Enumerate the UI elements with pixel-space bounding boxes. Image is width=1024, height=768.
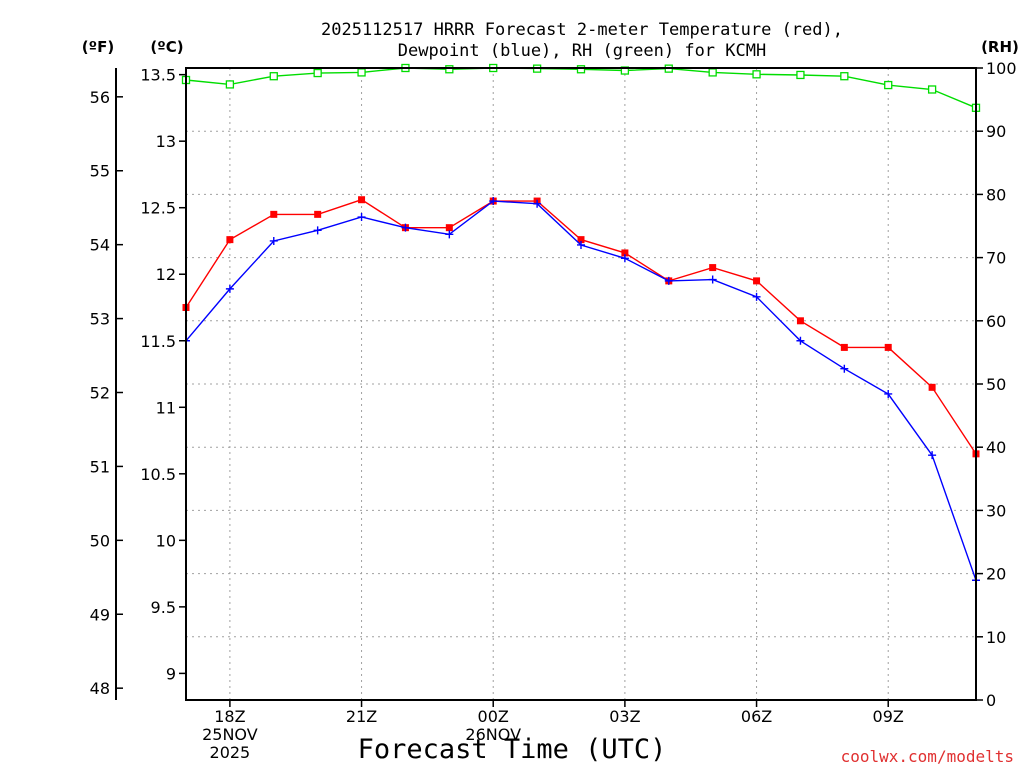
temperature-point (709, 264, 717, 272)
rh-line (185, 67, 977, 109)
fahrenheit-tick-label: 54 (90, 236, 110, 255)
dewpoint-point (445, 230, 454, 239)
rh-point (708, 68, 717, 77)
temperature-point (314, 210, 322, 218)
dewpoint-point (401, 223, 410, 232)
celsius-tick-label: 9.5 (151, 598, 176, 617)
temperature-point (884, 343, 892, 351)
celsius-tick-label: 12.5 (140, 199, 176, 218)
x-tick-date: 26NOV (465, 725, 521, 744)
rh-point (884, 80, 893, 90)
dewpoint-point (620, 254, 629, 263)
dewpoint-line (185, 200, 977, 581)
rh-point (796, 70, 805, 80)
fahrenheit-tick-label: 56 (90, 88, 110, 107)
rh-point (840, 72, 849, 81)
dewpoint-point (884, 389, 893, 398)
temperature-point (753, 277, 761, 285)
dewpoint-point (533, 199, 542, 208)
rh-tick-label: 70 (986, 249, 1006, 268)
celsius-tick-label: 10.5 (140, 465, 176, 484)
temperature-point (840, 343, 848, 351)
chart-title: 2025112517 HRRR Forecast 2-meter Tempera… (321, 20, 843, 40)
temperature-point (445, 224, 453, 232)
rh-point (269, 72, 278, 81)
celsius-tick-label: 13.5 (140, 66, 176, 85)
celsius-tick-label: 11 (156, 398, 176, 417)
credit-text: coolwx.com/modelts (841, 747, 1014, 766)
rh-tick-label: 100 (986, 59, 1017, 78)
rh-tick-label: 30 (986, 501, 1006, 520)
x-tick-label: 06Z (741, 707, 772, 726)
series-layer (181, 63, 981, 585)
gridlines (186, 68, 976, 700)
rh-point (752, 70, 761, 79)
chart-subtitle: Dewpoint (blue), RH (green) for KCMH (398, 41, 766, 61)
dewpoint-point (708, 275, 717, 284)
rh-point (576, 65, 586, 74)
axis-layer: 9 9.5 10 10.5 11 11.5 12 12.5 13 13.5 48 49 50 51 52 53… (90, 59, 1017, 762)
temperature-point (577, 236, 585, 244)
dewpoint-point (796, 336, 805, 345)
temperature-point (928, 383, 936, 391)
fahrenheit-tick-label: 48 (90, 679, 110, 698)
rh-tick-label: 20 (986, 565, 1006, 584)
fahrenheit-tick-label: 53 (90, 310, 110, 329)
temperature-point (796, 317, 804, 325)
rh-tick-label: 50 (986, 375, 1006, 394)
rh-point (225, 80, 235, 89)
rh-point (445, 65, 454, 74)
rh-tick-label: 40 (986, 438, 1006, 457)
x-tick-label: 09Z (873, 707, 904, 726)
fahrenheit-tick-label: 51 (90, 457, 110, 476)
fahrenheit-tick-label: 50 (90, 531, 110, 550)
rh-unit-label: (RH) (981, 38, 1019, 56)
celsius-tick-label: 10 (156, 531, 176, 550)
celsius-tick-label: 13 (156, 132, 176, 151)
dewpoint-point (752, 292, 761, 301)
rh-tick-label: 80 (986, 185, 1006, 204)
temperature-point (226, 236, 234, 244)
celsius-unit-label: (ºC) (150, 38, 183, 56)
celsius-tick-label: 12 (156, 265, 176, 284)
rh-point (357, 68, 366, 77)
dewpoint-point (357, 213, 366, 222)
dewpoint-point (577, 240, 585, 249)
temperature-point (358, 196, 366, 204)
x-tick-label: 00Z (478, 707, 509, 726)
fahrenheit-tick-label: 55 (90, 162, 110, 181)
rh-tick-label: 90 (986, 122, 1006, 141)
dewpoint-point (225, 284, 234, 293)
dewpoint-point (664, 276, 673, 285)
temperature-point (270, 210, 278, 218)
plot-frame (185, 67, 977, 701)
x-tick-label: 03Z (609, 707, 640, 726)
dewpoint-point (840, 364, 849, 373)
x-tick-label: 21Z (346, 707, 377, 726)
fahrenheit-unit-label: (ºF) (82, 38, 114, 56)
rh-tick-label: 10 (986, 628, 1006, 647)
dewpoint-point (313, 226, 322, 235)
rh-point (927, 85, 937, 94)
rh-point (313, 68, 322, 78)
dewpoint-point (489, 197, 498, 206)
dewpoint-point (928, 451, 937, 460)
dewpoint-point (269, 236, 278, 245)
x-axis-label: Forecast Time (UTC) (358, 734, 667, 765)
fahrenheit-tick-label: 49 (90, 605, 110, 624)
fahrenheit-tick-label: 52 (90, 384, 110, 403)
rh-tick-label: 0 (986, 691, 996, 710)
x-tick-label: 18Z (214, 707, 245, 726)
rh-tick-label: 60 (986, 312, 1006, 331)
x-tick-date: 25NOV (202, 725, 258, 744)
x-tick-year: 2025 (210, 743, 251, 762)
celsius-tick-label: 9 (166, 664, 176, 683)
temperature-point (621, 249, 629, 257)
celsius-tick-label: 11.5 (140, 332, 176, 351)
